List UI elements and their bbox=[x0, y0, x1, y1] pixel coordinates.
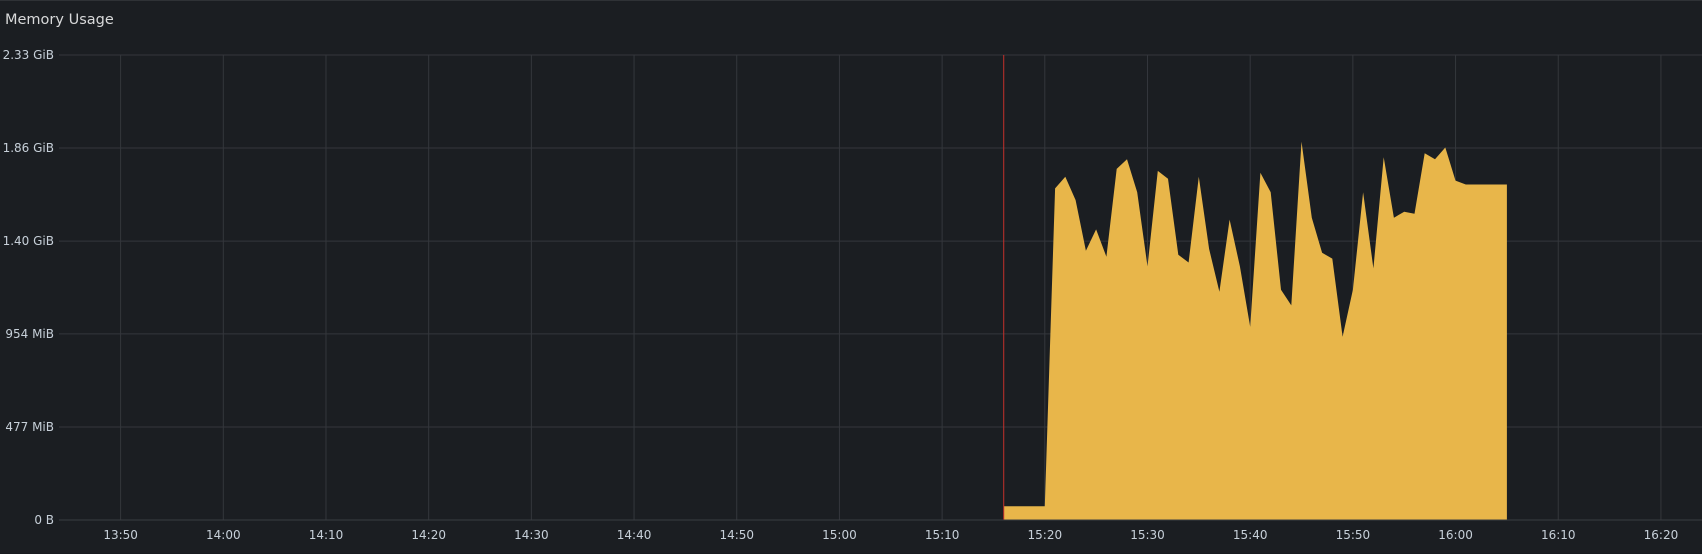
y-tick-label: 1.40 GiB bbox=[3, 234, 54, 248]
x-tick-label: 15:20 bbox=[1028, 528, 1063, 542]
y-tick-label: 2.33 GiB bbox=[3, 48, 54, 62]
x-tick-label: 15:30 bbox=[1130, 528, 1165, 542]
y-tick-label: 954 MiB bbox=[5, 327, 54, 341]
y-tick-label: 0 B bbox=[34, 513, 54, 527]
x-tick-label: 15:50 bbox=[1336, 528, 1371, 542]
memory-area-series bbox=[1003, 141, 1507, 520]
x-tick-label: 14:00 bbox=[206, 528, 241, 542]
panel-title[interactable]: Memory Usage bbox=[5, 12, 114, 28]
x-tick-label: 16:10 bbox=[1541, 528, 1576, 542]
x-tick-label: 16:20 bbox=[1644, 528, 1679, 542]
y-tick-label: 1.86 GiB bbox=[3, 141, 54, 155]
x-tick-label: 14:50 bbox=[719, 528, 754, 542]
x-tick-label: 16:00 bbox=[1438, 528, 1473, 542]
x-tick-label: 15:40 bbox=[1233, 528, 1268, 542]
x-tick-label: 15:10 bbox=[925, 528, 960, 542]
x-tick-label: 14:10 bbox=[309, 528, 344, 542]
x-tick-label: 15:00 bbox=[822, 528, 857, 542]
x-tick-label: 14:30 bbox=[514, 528, 549, 542]
y-tick-label: 477 MiB bbox=[5, 420, 54, 434]
x-tick-label: 14:20 bbox=[411, 528, 446, 542]
x-tick-label: 13:50 bbox=[103, 528, 138, 542]
x-tick-label: 14:40 bbox=[617, 528, 652, 542]
